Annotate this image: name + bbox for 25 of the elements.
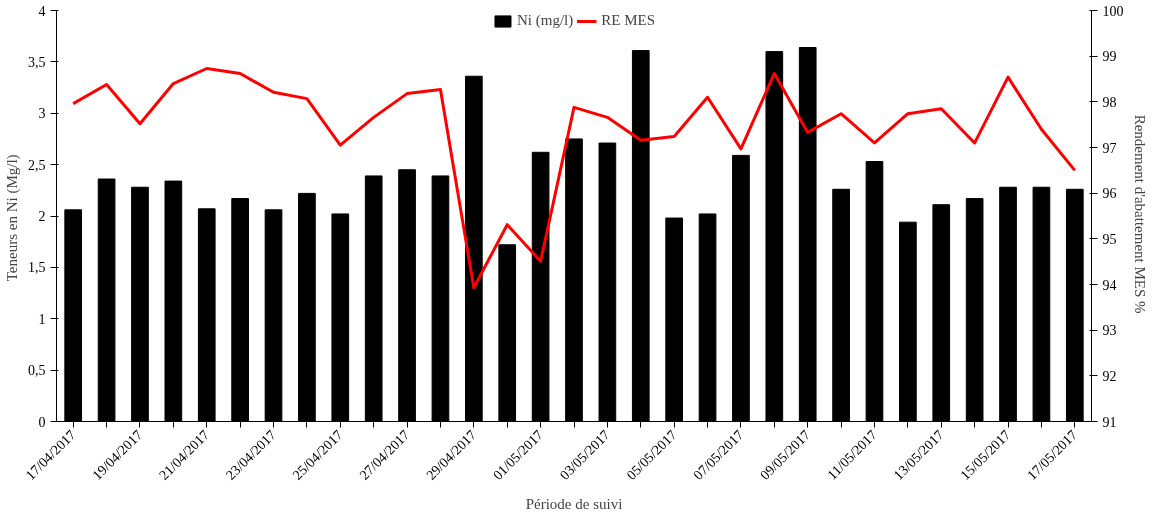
- y-tick-label: 1: [38, 311, 46, 327]
- legend-label: Ni (mg/l): [516, 12, 574, 29]
- line-series: [71, 67, 1077, 290]
- y2-tick-label: 92: [1102, 368, 1117, 384]
- y2-tick-label: 97: [1102, 140, 1117, 156]
- y-tick-label: 0,5: [28, 363, 46, 379]
- y-tick-label: 2: [38, 209, 46, 224]
- y2-tick-label: 96: [1102, 186, 1117, 202]
- y-tick-label: 3: [38, 106, 46, 122]
- y2-tick-label: 100: [1102, 3, 1124, 19]
- y-tick-label: 0: [38, 414, 46, 430]
- y2-tick-label: 94: [1102, 277, 1117, 293]
- y-tick-label: 1,5: [28, 260, 46, 276]
- y-tick-label: 4: [38, 3, 46, 19]
- legend-label: RE MES: [601, 12, 656, 29]
- y2-tick-label: 95: [1102, 231, 1117, 247]
- x-axis-title: Période de suivi: [525, 496, 623, 513]
- y2-tick-label: 98: [1102, 94, 1117, 110]
- y-tick-label: 2,5: [28, 157, 46, 173]
- y2-tick-label: 93: [1102, 323, 1117, 339]
- y-axis-title: Teneurs en Ni (Mg/l): [4, 154, 21, 282]
- y2-tick-label: 99: [1102, 49, 1117, 65]
- y2-tick-label: 91: [1102, 414, 1117, 430]
- y-tick-label: 3,5: [28, 54, 46, 70]
- y2-axis-title: Rendement d'abattement MES %: [1131, 114, 1148, 314]
